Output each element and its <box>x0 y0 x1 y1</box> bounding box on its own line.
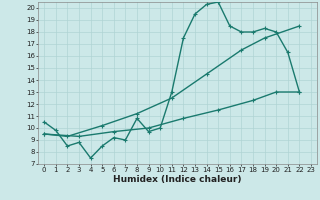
X-axis label: Humidex (Indice chaleur): Humidex (Indice chaleur) <box>113 175 242 184</box>
